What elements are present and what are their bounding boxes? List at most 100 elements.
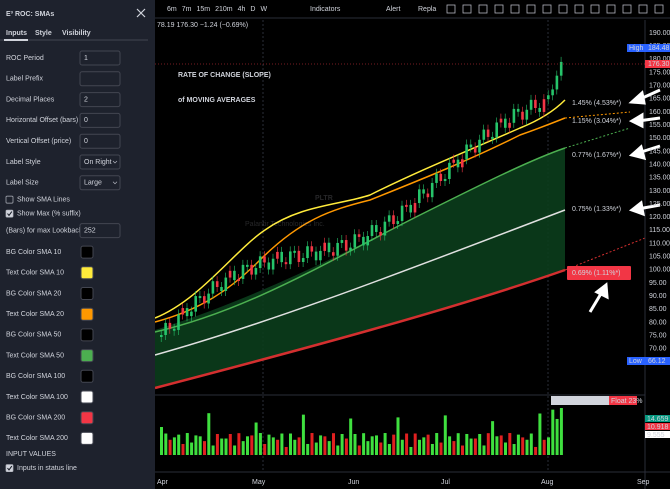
low-badge <box>627 357 670 365</box>
field-label: BG Color SMA 200 <box>6 415 65 422</box>
input-box[interactable] <box>79 133 121 149</box>
tool-icon[interactable] <box>510 4 520 14</box>
tool-icon[interactable] <box>526 4 536 14</box>
replay-button[interactable]: Repla <box>418 6 436 13</box>
volume-bar-decor <box>314 442 318 455</box>
color-swatch[interactable] <box>80 411 94 425</box>
sma-20 <box>154 117 566 323</box>
color-swatch[interactable] <box>80 245 94 259</box>
checkbox[interactable] <box>5 464 14 472</box>
month-label: Apr <box>157 479 169 486</box>
input-value: 0 <box>84 117 88 124</box>
color-swatch[interactable] <box>80 266 94 280</box>
volume-bar-decor <box>194 435 198 455</box>
low-value: 66.12 <box>648 358 666 365</box>
input-box[interactable] <box>79 112 121 128</box>
volume-scale: 9.555 <box>647 432 665 439</box>
field-label: BG Color SMA 20 <box>6 290 61 297</box>
arrow-head <box>628 112 644 129</box>
checkbox[interactable] <box>5 195 14 204</box>
volume-scale-badge <box>645 423 670 430</box>
volume-bar-decor <box>473 438 477 455</box>
volume-bar-decor <box>413 433 417 455</box>
tool-icon[interactable] <box>542 4 552 14</box>
volume-scale-badge <box>645 431 670 438</box>
checkbox[interactable] <box>5 209 14 218</box>
tab[interactable]: Inputs <box>6 30 27 37</box>
candle-body <box>344 240 348 251</box>
quote: 78.19 176.30 −1.24 (−0.69%) <box>157 22 248 29</box>
tool-icon[interactable] <box>638 4 648 14</box>
volume-badge <box>551 396 609 405</box>
volume-bar-decor <box>409 446 413 455</box>
tool-icon[interactable] <box>622 4 632 14</box>
input-box[interactable] <box>79 175 121 191</box>
tool-icon[interactable] <box>462 4 472 14</box>
tool-icon[interactable] <box>478 4 488 14</box>
input-box[interactable] <box>79 50 121 66</box>
price-tick: 100.00 <box>649 267 670 274</box>
volume-bar-decor <box>349 418 353 455</box>
price-tick: 125.00 <box>649 201 670 208</box>
color-swatch[interactable] <box>80 349 94 363</box>
volume-bar-decor <box>284 446 288 455</box>
color-swatch[interactable] <box>80 287 94 300</box>
interval-button[interactable]: 4h <box>238 6 246 13</box>
input-box[interactable] <box>79 154 121 170</box>
color-swatch[interactable] <box>80 307 94 321</box>
candle-body <box>418 189 421 204</box>
price-tick: 140.00 <box>649 161 670 168</box>
color-swatch[interactable] <box>80 431 94 445</box>
candle-body <box>319 250 322 261</box>
volume-bar-decor <box>525 439 529 455</box>
candle-body <box>336 242 339 256</box>
close-button[interactable] <box>136 8 146 18</box>
volume-scale: 10.918 <box>647 424 669 431</box>
candle-body <box>478 139 481 153</box>
tool-icon[interactable] <box>558 4 568 14</box>
tool-icon[interactable] <box>446 4 456 14</box>
tool-icon[interactable] <box>654 4 664 14</box>
tool-icon[interactable] <box>574 4 584 14</box>
field-label: Text Color SMA 10 <box>6 270 64 277</box>
color-swatch[interactable] <box>80 390 94 404</box>
volume-bar-decor <box>301 414 305 455</box>
candle-body <box>443 178 447 182</box>
field-label: Text Color SMA 100 <box>6 394 68 401</box>
volume-bar-decor <box>280 433 284 455</box>
volume-bar-decor <box>422 437 426 455</box>
indicators-button[interactable]: Indicators <box>310 6 341 13</box>
field-label: Label Size <box>6 180 39 187</box>
interval-button[interactable]: 15m <box>196 6 210 13</box>
volume-bar-decor <box>461 445 464 455</box>
candle-body <box>529 99 533 110</box>
candle-body <box>207 293 210 304</box>
interval-button[interactable]: D <box>250 6 255 13</box>
candle-body <box>435 173 438 183</box>
interval-button[interactable]: 210m <box>215 6 233 13</box>
input-box[interactable] <box>79 92 121 108</box>
volume-bar-decor <box>370 436 374 455</box>
interval-button[interactable]: 7m <box>182 6 192 13</box>
tool-icon[interactable] <box>606 4 616 14</box>
tab[interactable]: Visibility <box>62 30 91 37</box>
input-box[interactable] <box>79 223 121 239</box>
candle-body <box>280 251 283 263</box>
interval-button[interactable]: W <box>260 6 267 13</box>
input-box[interactable] <box>79 71 121 87</box>
tab[interactable]: Style <box>35 30 52 37</box>
volume-bar-decor <box>241 441 245 455</box>
volume-bar-decor <box>559 408 563 455</box>
alert-button[interactable]: Alert <box>386 6 400 13</box>
price-tick: 85.00 <box>649 306 667 313</box>
tool-icon[interactable] <box>590 4 600 14</box>
volume-bar-decor <box>164 433 168 455</box>
volume-bar-decor <box>448 436 452 455</box>
tool-icon[interactable] <box>494 4 504 14</box>
volume-bar-decor <box>297 437 301 455</box>
color-swatch[interactable] <box>80 328 94 342</box>
candle-body <box>258 256 262 269</box>
volume-value: 61,212,957 <box>573 398 608 405</box>
color-swatch[interactable] <box>80 369 94 383</box>
interval-button[interactable]: 6m <box>167 6 177 13</box>
